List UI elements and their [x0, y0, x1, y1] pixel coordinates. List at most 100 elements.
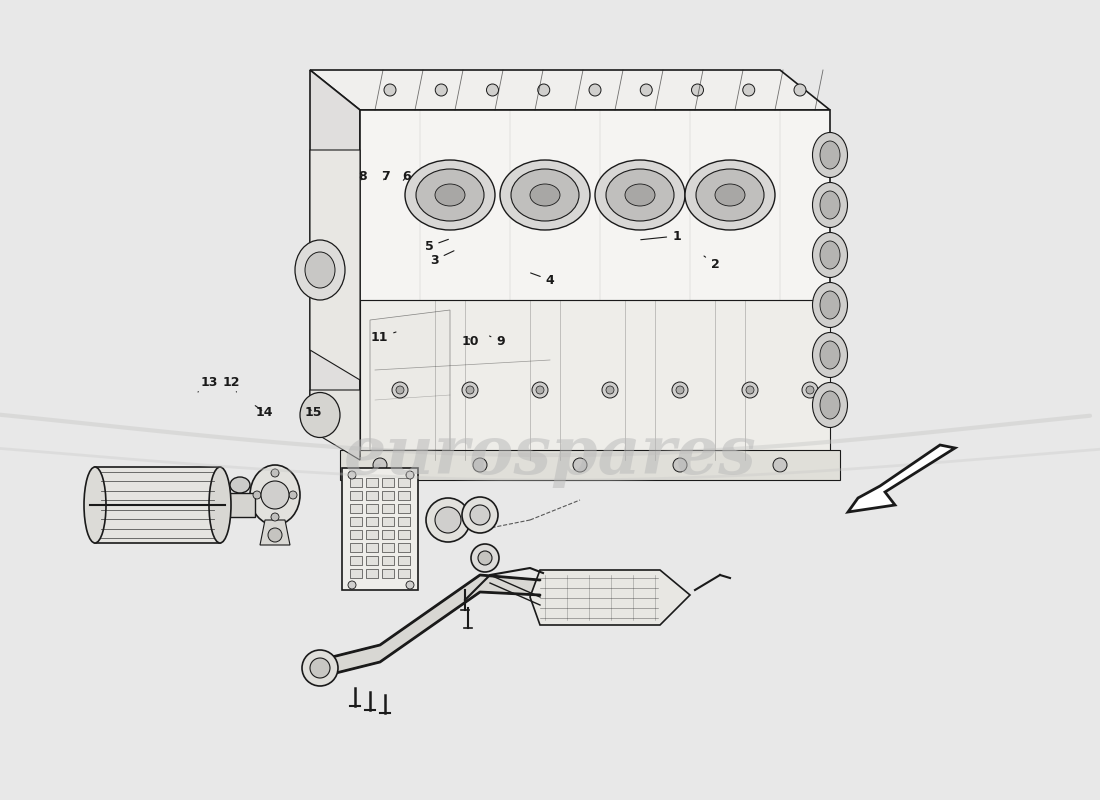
Ellipse shape	[813, 233, 847, 278]
Circle shape	[392, 382, 408, 398]
Ellipse shape	[813, 133, 847, 178]
Circle shape	[640, 84, 652, 96]
Bar	[382, 569, 394, 578]
Circle shape	[794, 84, 806, 96]
Text: 1: 1	[641, 230, 681, 242]
Circle shape	[310, 658, 330, 678]
Bar	[398, 478, 410, 487]
Polygon shape	[310, 70, 360, 460]
Bar	[382, 517, 394, 526]
Ellipse shape	[813, 333, 847, 378]
Circle shape	[806, 386, 814, 394]
Circle shape	[692, 84, 704, 96]
Circle shape	[672, 382, 688, 398]
Ellipse shape	[500, 160, 590, 230]
Circle shape	[471, 544, 499, 572]
Text: 2: 2	[704, 256, 719, 270]
Ellipse shape	[84, 467, 106, 543]
Polygon shape	[342, 468, 418, 590]
Polygon shape	[360, 110, 830, 460]
Circle shape	[406, 471, 414, 479]
Bar	[382, 478, 394, 487]
Text: 8: 8	[359, 170, 367, 182]
Text: 7: 7	[381, 170, 389, 182]
Bar	[350, 569, 362, 578]
Ellipse shape	[715, 184, 745, 206]
Bar	[398, 504, 410, 513]
Circle shape	[606, 386, 614, 394]
Bar	[398, 569, 410, 578]
Ellipse shape	[434, 184, 465, 206]
Circle shape	[602, 382, 618, 398]
Bar	[398, 491, 410, 500]
Text: 14: 14	[255, 406, 273, 418]
Circle shape	[773, 458, 786, 472]
Bar	[398, 530, 410, 539]
Polygon shape	[360, 300, 830, 460]
Bar	[350, 517, 362, 526]
Circle shape	[434, 507, 461, 533]
Ellipse shape	[820, 241, 840, 269]
Ellipse shape	[685, 160, 775, 230]
Ellipse shape	[530, 184, 560, 206]
Circle shape	[536, 386, 544, 394]
Ellipse shape	[416, 169, 484, 221]
Text: 9: 9	[490, 335, 505, 348]
Circle shape	[396, 386, 404, 394]
Polygon shape	[530, 570, 690, 625]
Polygon shape	[260, 520, 290, 545]
Text: 6: 6	[403, 170, 411, 182]
Circle shape	[384, 84, 396, 96]
Ellipse shape	[300, 393, 340, 438]
Circle shape	[532, 382, 548, 398]
Circle shape	[289, 491, 297, 499]
Text: 13: 13	[198, 376, 218, 392]
Bar	[350, 478, 362, 487]
Circle shape	[253, 491, 261, 499]
Bar	[382, 530, 394, 539]
Bar	[366, 517, 378, 526]
Circle shape	[261, 481, 289, 509]
Polygon shape	[340, 450, 840, 480]
Circle shape	[466, 386, 474, 394]
Polygon shape	[310, 70, 830, 110]
Bar	[366, 569, 378, 578]
Polygon shape	[370, 310, 450, 450]
Circle shape	[271, 513, 279, 521]
Bar	[398, 517, 410, 526]
Ellipse shape	[820, 341, 840, 369]
Circle shape	[802, 382, 818, 398]
Circle shape	[588, 84, 601, 96]
Bar	[382, 491, 394, 500]
Text: 3: 3	[430, 250, 454, 266]
Ellipse shape	[305, 252, 336, 288]
Circle shape	[373, 458, 387, 472]
Polygon shape	[220, 493, 255, 517]
Circle shape	[462, 497, 498, 533]
Bar	[350, 504, 362, 513]
Circle shape	[271, 469, 279, 477]
Text: 12: 12	[222, 376, 240, 392]
Circle shape	[478, 551, 492, 565]
Bar	[366, 478, 378, 487]
Bar	[350, 530, 362, 539]
Ellipse shape	[512, 169, 579, 221]
Polygon shape	[320, 575, 540, 677]
Ellipse shape	[250, 465, 300, 525]
Ellipse shape	[405, 160, 495, 230]
Ellipse shape	[820, 291, 840, 319]
Ellipse shape	[209, 467, 231, 543]
Bar	[382, 556, 394, 565]
Circle shape	[473, 458, 487, 472]
Bar	[382, 543, 394, 552]
Circle shape	[538, 84, 550, 96]
Polygon shape	[95, 467, 220, 543]
Bar	[398, 556, 410, 565]
Ellipse shape	[230, 477, 250, 493]
Ellipse shape	[606, 169, 674, 221]
Circle shape	[348, 471, 356, 479]
Circle shape	[268, 528, 282, 542]
Circle shape	[742, 382, 758, 398]
Text: eurospares: eurospares	[343, 422, 757, 487]
Ellipse shape	[813, 182, 847, 227]
